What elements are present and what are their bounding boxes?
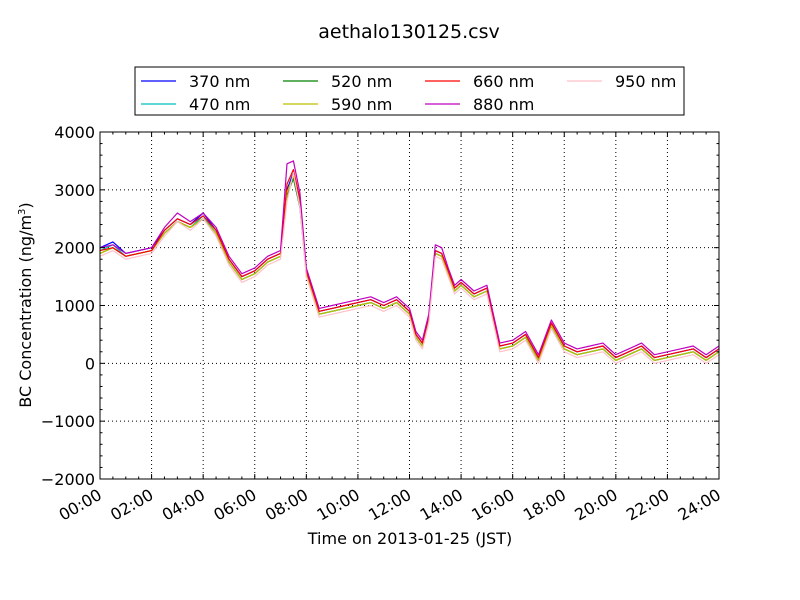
y-axis-label: BC Concentration (ng/m3) bbox=[16, 202, 35, 407]
plot-area bbox=[99, 131, 720, 480]
y-axis-label-main: BC Concentration (ng/m bbox=[16, 215, 35, 408]
series-line-660-nm bbox=[99, 169, 720, 359]
legend-label: 370 nm bbox=[189, 72, 250, 91]
legend-box bbox=[134, 66, 685, 116]
series-line-950-nm bbox=[99, 171, 720, 364]
legend-label: 520 nm bbox=[331, 72, 392, 91]
series-line-880-nm bbox=[99, 160, 720, 356]
y-tick-label: 3000 bbox=[54, 181, 95, 200]
series-line-590-nm bbox=[99, 174, 720, 361]
legend-label: 660 nm bbox=[473, 72, 534, 91]
y-tick-label: −2000 bbox=[41, 470, 95, 489]
legend-label: 590 nm bbox=[331, 95, 392, 114]
y-tick-label: 2000 bbox=[54, 239, 95, 258]
y-tick-label: 1000 bbox=[54, 297, 95, 316]
y-tick-label: −1000 bbox=[41, 412, 95, 431]
legend: 370 nm 470 nm 520 nm 590 nm 660 nm 880 nm 950 … bbox=[134, 66, 685, 116]
legend-label: 880 nm bbox=[473, 95, 534, 114]
x-axis-label: Time on 2013-01-25 (JST) bbox=[307, 529, 512, 548]
legend-label: 470 nm bbox=[189, 95, 250, 114]
y-tick-label: 0 bbox=[85, 354, 95, 373]
y-axis-label-superscript: 3 bbox=[17, 209, 28, 215]
legend-label: 950 nm bbox=[615, 72, 676, 91]
y-axis-label-suffix: ) bbox=[16, 202, 35, 208]
series-lines bbox=[99, 160, 720, 364]
chart-title: aethalo130125.csv bbox=[318, 21, 500, 43]
y-tick-label: 4000 bbox=[54, 123, 95, 142]
plot-background bbox=[100, 132, 719, 479]
tick-marks bbox=[99, 131, 720, 480]
y-tick-labels: 4000 3000 2000 1000 0 −1000 −2000 bbox=[41, 123, 95, 489]
